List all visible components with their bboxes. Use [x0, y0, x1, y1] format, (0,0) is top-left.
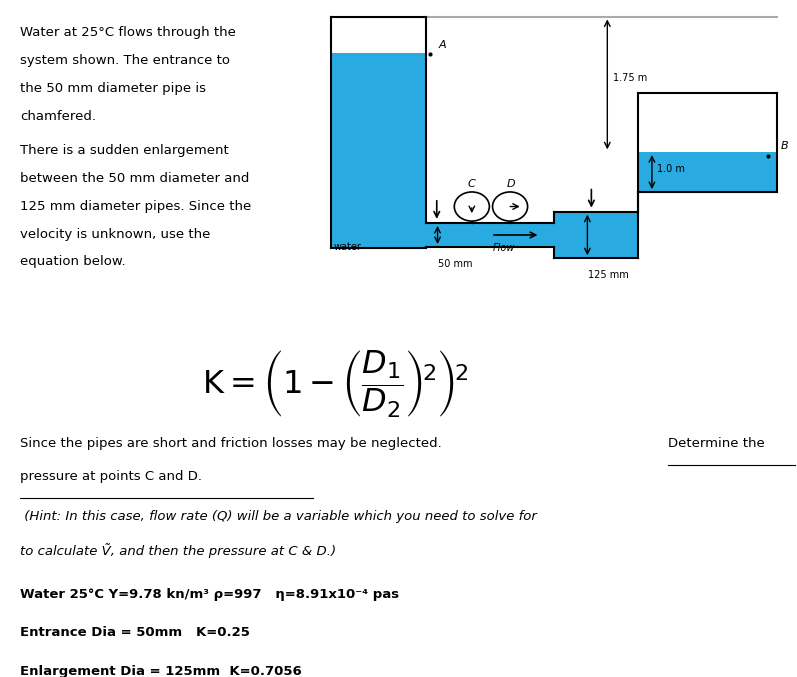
Bar	[554, 212, 638, 258]
Circle shape	[454, 192, 489, 221]
Text: chamfered.: chamfered.	[20, 110, 96, 123]
Circle shape	[493, 192, 528, 221]
Text: the 50 mm diameter pipe is: the 50 mm diameter pipe is	[20, 82, 206, 95]
Bar	[638, 152, 777, 192]
Text: A: A	[438, 40, 446, 49]
Text: 125 mm diameter pipes. Since the: 125 mm diameter pipes. Since the	[20, 200, 251, 213]
Text: pressure at points C and D.: pressure at points C and D.	[20, 470, 202, 483]
Text: between the 50 mm diameter and: between the 50 mm diameter and	[20, 172, 249, 185]
Text: Flow: Flow	[493, 243, 515, 253]
Text: (Hint: In this case, flow rate (Q) will be a variable which you need to solve fo: (Hint: In this case, flow rate (Q) will …	[20, 510, 537, 523]
Text: velocity is unknown, use the: velocity is unknown, use the	[20, 227, 210, 241]
Text: $\mathrm{K} = \left(1 - \left(\dfrac{D_1}{D_2}\right)^{\!2}\right)^{\!2}$: $\mathrm{K} = \left(1 - \left(\dfrac{D_1…	[202, 349, 468, 420]
Bar	[426, 223, 554, 247]
Text: Determine the: Determine the	[668, 437, 764, 450]
Text: B: B	[780, 141, 788, 151]
Text: water: water	[333, 242, 361, 252]
Text: 1.0 m: 1.0 m	[657, 164, 685, 174]
Text: Water 25°C Y=9.78 kn/m³ ρ=997   η=8.91x10⁻⁴ pas: Water 25°C Y=9.78 kn/m³ ρ=997 η=8.91x10⁻…	[20, 588, 399, 600]
Text: 1.75 m: 1.75 m	[613, 73, 647, 83]
Text: Enlargement Dia = 125mm  K=0.7056: Enlargement Dia = 125mm K=0.7056	[20, 665, 302, 677]
Text: Since the pipes are short and friction losses may be neglected.: Since the pipes are short and friction l…	[20, 437, 446, 450]
Text: 50 mm: 50 mm	[438, 259, 473, 269]
Text: 125 mm: 125 mm	[588, 270, 629, 280]
Text: There is a sudden enlargement: There is a sudden enlargement	[20, 144, 229, 157]
Text: Water at 25°C flows through the: Water at 25°C flows through the	[20, 26, 236, 39]
Text: D: D	[507, 179, 516, 189]
Text: to calculate Ṽ, and then the pressure at C & D.): to calculate Ṽ, and then the pressure at…	[20, 543, 336, 558]
Text: system shown. The entrance to: system shown. The entrance to	[20, 54, 230, 67]
Bar	[331, 53, 426, 248]
Text: C: C	[467, 179, 475, 189]
Text: equation below.: equation below.	[20, 255, 126, 269]
Text: Entrance Dia = 50mm   K=0.25: Entrance Dia = 50mm K=0.25	[20, 626, 249, 639]
